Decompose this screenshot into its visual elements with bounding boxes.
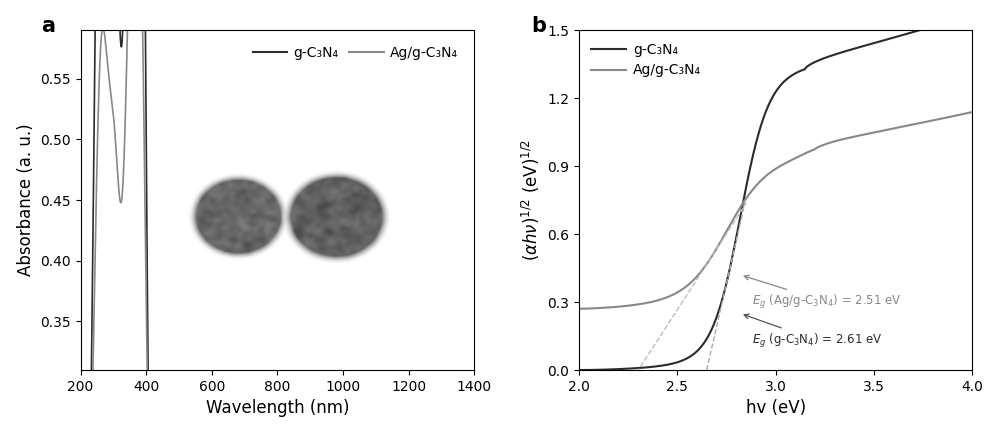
Legend: g-C₃N₄, Ag/g-C₃N₄: g-C₃N₄, Ag/g-C₃N₄	[586, 37, 707, 83]
Legend: g-C₃N₄, Ag/g-C₃N₄: g-C₃N₄, Ag/g-C₃N₄	[247, 40, 463, 66]
Text: $E_g$ (g-C$_3$N$_4$) = 2.61 eV: $E_g$ (g-C$_3$N$_4$) = 2.61 eV	[744, 314, 882, 350]
Y-axis label: $(\alpha h\nu)^{1/2}\ \mathrm{(eV)^{1/2}}$: $(\alpha h\nu)^{1/2}\ \mathrm{(eV)^{1/2}…	[519, 139, 542, 261]
X-axis label: Wavelength (nm): Wavelength (nm)	[206, 399, 349, 418]
Text: b: b	[532, 16, 547, 36]
Text: a: a	[41, 16, 55, 36]
Text: $E_g$ (Ag/g-C$_3$N$_4$) = 2.51 eV: $E_g$ (Ag/g-C$_3$N$_4$) = 2.51 eV	[744, 275, 902, 311]
X-axis label: hv (eV): hv (eV)	[746, 399, 806, 418]
Y-axis label: Absorbance (a. u.): Absorbance (a. u.)	[17, 124, 35, 276]
